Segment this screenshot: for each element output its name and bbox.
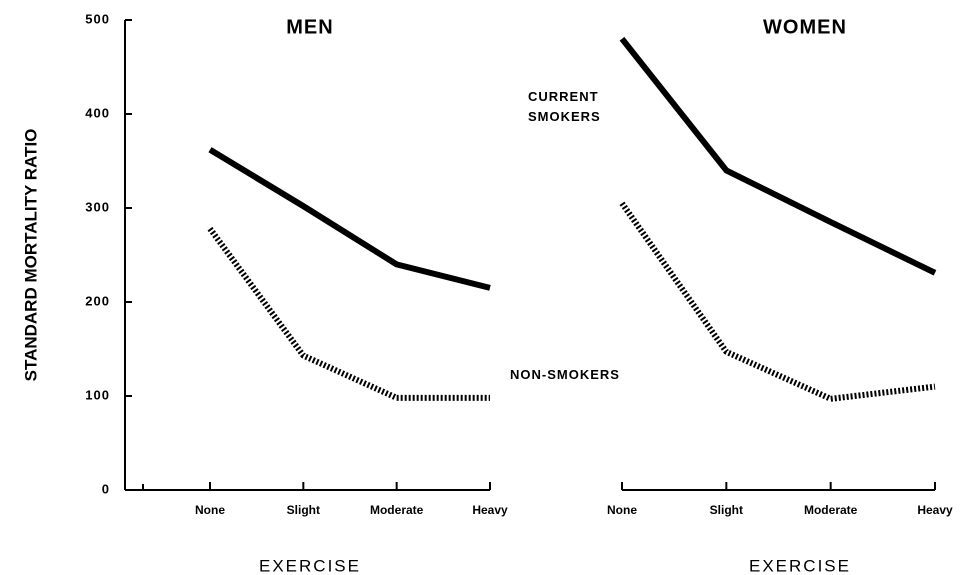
x-tick-label: Slight bbox=[287, 503, 320, 517]
series-line bbox=[619, 201, 936, 402]
x-tick-label: None bbox=[607, 503, 637, 517]
x-tick-label: Moderate bbox=[804, 503, 858, 517]
x-tick-label: Heavy bbox=[472, 503, 508, 517]
series-line bbox=[208, 147, 491, 291]
chart-title: MEN bbox=[286, 16, 333, 38]
x-axis-label: EXERCISE bbox=[259, 556, 361, 575]
y-tick-label: 500 bbox=[85, 11, 110, 26]
y-tick-label: 400 bbox=[85, 105, 110, 120]
x-axis-label: EXERCISE bbox=[749, 556, 851, 575]
y-tick-label: 300 bbox=[85, 199, 110, 214]
y-tick-label: 0 bbox=[102, 481, 110, 496]
x-tick-label: None bbox=[195, 503, 225, 517]
series-line bbox=[619, 36, 937, 276]
y-tick-label: 200 bbox=[85, 293, 110, 308]
x-tick-label: Slight bbox=[710, 503, 743, 517]
x-tick-label: Heavy bbox=[917, 503, 953, 517]
y-axis-label: STANDARD MORTALITY RATIO bbox=[21, 129, 40, 382]
chart-title: WOMEN bbox=[763, 16, 847, 38]
x-tick-label: Moderate bbox=[370, 503, 424, 517]
series-annotation: CURRENT SMOKERS bbox=[528, 89, 601, 124]
y-tick-label: 100 bbox=[85, 387, 110, 402]
series-annotation: NON-SMOKERS bbox=[510, 367, 620, 382]
series-line bbox=[207, 226, 490, 401]
